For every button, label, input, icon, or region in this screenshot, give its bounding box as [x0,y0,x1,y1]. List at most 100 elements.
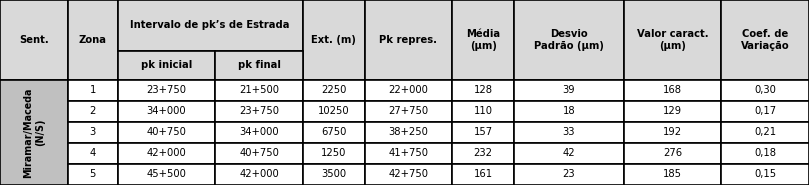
Text: Coef. de
Variação: Coef. de Variação [741,29,790,51]
Text: Intervalo de pk’s de Estrada: Intervalo de pk’s de Estrada [130,20,290,31]
Text: 41+750: 41+750 [388,148,429,158]
Bar [303,0,365,80]
Text: Valor caract.
(μm): Valor caract. (μm) [637,29,709,51]
Text: 3500: 3500 [321,169,346,179]
Text: Pk repres.: Pk repres. [379,35,438,45]
Text: 33: 33 [562,127,575,137]
Text: Média
(μm): Média (μm) [466,29,500,51]
Text: 4: 4 [90,148,95,158]
Bar [514,164,624,185]
Text: 23: 23 [562,169,575,179]
Bar [68,80,117,101]
Text: 0,30: 0,30 [754,85,776,95]
Bar [303,101,365,122]
Bar [514,0,624,80]
Text: 192: 192 [663,127,682,137]
Text: 23+750: 23+750 [239,106,279,116]
Bar [624,164,722,185]
Bar [215,122,303,143]
Text: 129: 129 [663,106,682,116]
Text: 161: 161 [473,169,493,179]
Text: 3: 3 [90,127,95,137]
Text: 6750: 6750 [321,127,346,137]
Text: 0,17: 0,17 [754,106,776,116]
Bar [514,80,624,101]
Bar [452,122,514,143]
Text: 42: 42 [562,148,575,158]
Text: 45+500: 45+500 [146,169,186,179]
Bar [303,143,365,164]
Text: 34+000: 34+000 [239,127,279,137]
Text: 2: 2 [90,106,95,116]
Bar [514,122,624,143]
Bar [117,0,303,51]
Text: 128: 128 [474,85,493,95]
Text: 18: 18 [562,106,575,116]
Text: 38+250: 38+250 [388,127,429,137]
Bar [117,101,215,122]
Bar [117,143,215,164]
Text: 23+750: 23+750 [146,85,186,95]
Bar [117,51,215,80]
Bar [68,143,117,164]
Text: 39: 39 [562,85,575,95]
Text: 0,18: 0,18 [754,148,776,158]
Bar [0,0,68,80]
Bar [365,101,452,122]
Bar [452,80,514,101]
Text: 42+000: 42+000 [146,148,186,158]
Text: 21+500: 21+500 [239,85,279,95]
Text: 42+750: 42+750 [388,169,429,179]
Text: 157: 157 [473,127,493,137]
Bar [452,143,514,164]
Bar [365,122,452,143]
Bar [624,143,722,164]
Bar [215,143,303,164]
Text: 10250: 10250 [318,106,349,116]
Text: Miramar/Maceda
(N/S): Miramar/Maceda (N/S) [23,87,44,178]
Bar [68,0,117,80]
Bar [722,0,809,80]
Bar [452,164,514,185]
Bar [215,80,303,101]
Bar [68,164,117,185]
Bar [303,80,365,101]
Bar [452,0,514,80]
Bar [117,80,215,101]
Text: pk inicial: pk inicial [141,60,192,70]
Text: 22+000: 22+000 [388,85,429,95]
Bar [624,80,722,101]
Text: pk final: pk final [238,60,281,70]
Text: Sent.: Sent. [19,35,49,45]
Bar [215,51,303,80]
Text: Ext. (m): Ext. (m) [311,35,356,45]
Bar [365,0,452,80]
Text: 5: 5 [90,169,95,179]
Bar [117,122,215,143]
Bar [68,101,117,122]
Text: 276: 276 [663,148,682,158]
Bar [722,101,809,122]
Text: 168: 168 [663,85,682,95]
Bar [0,80,68,185]
Bar [722,164,809,185]
Bar [68,122,117,143]
Bar [117,164,215,185]
Text: 40+750: 40+750 [239,148,279,158]
Bar [365,164,452,185]
Text: 42+000: 42+000 [239,169,279,179]
Text: 232: 232 [474,148,493,158]
Bar [303,164,365,185]
Text: 1: 1 [90,85,95,95]
Bar [365,143,452,164]
Bar [365,80,452,101]
Text: Desvio
Padrão (μm): Desvio Padrão (μm) [534,29,604,51]
Text: 34+000: 34+000 [146,106,186,116]
Bar [624,101,722,122]
Bar [514,143,624,164]
Text: 27+750: 27+750 [388,106,429,116]
Bar [452,101,514,122]
Bar [624,122,722,143]
Text: 185: 185 [663,169,682,179]
Bar [303,122,365,143]
